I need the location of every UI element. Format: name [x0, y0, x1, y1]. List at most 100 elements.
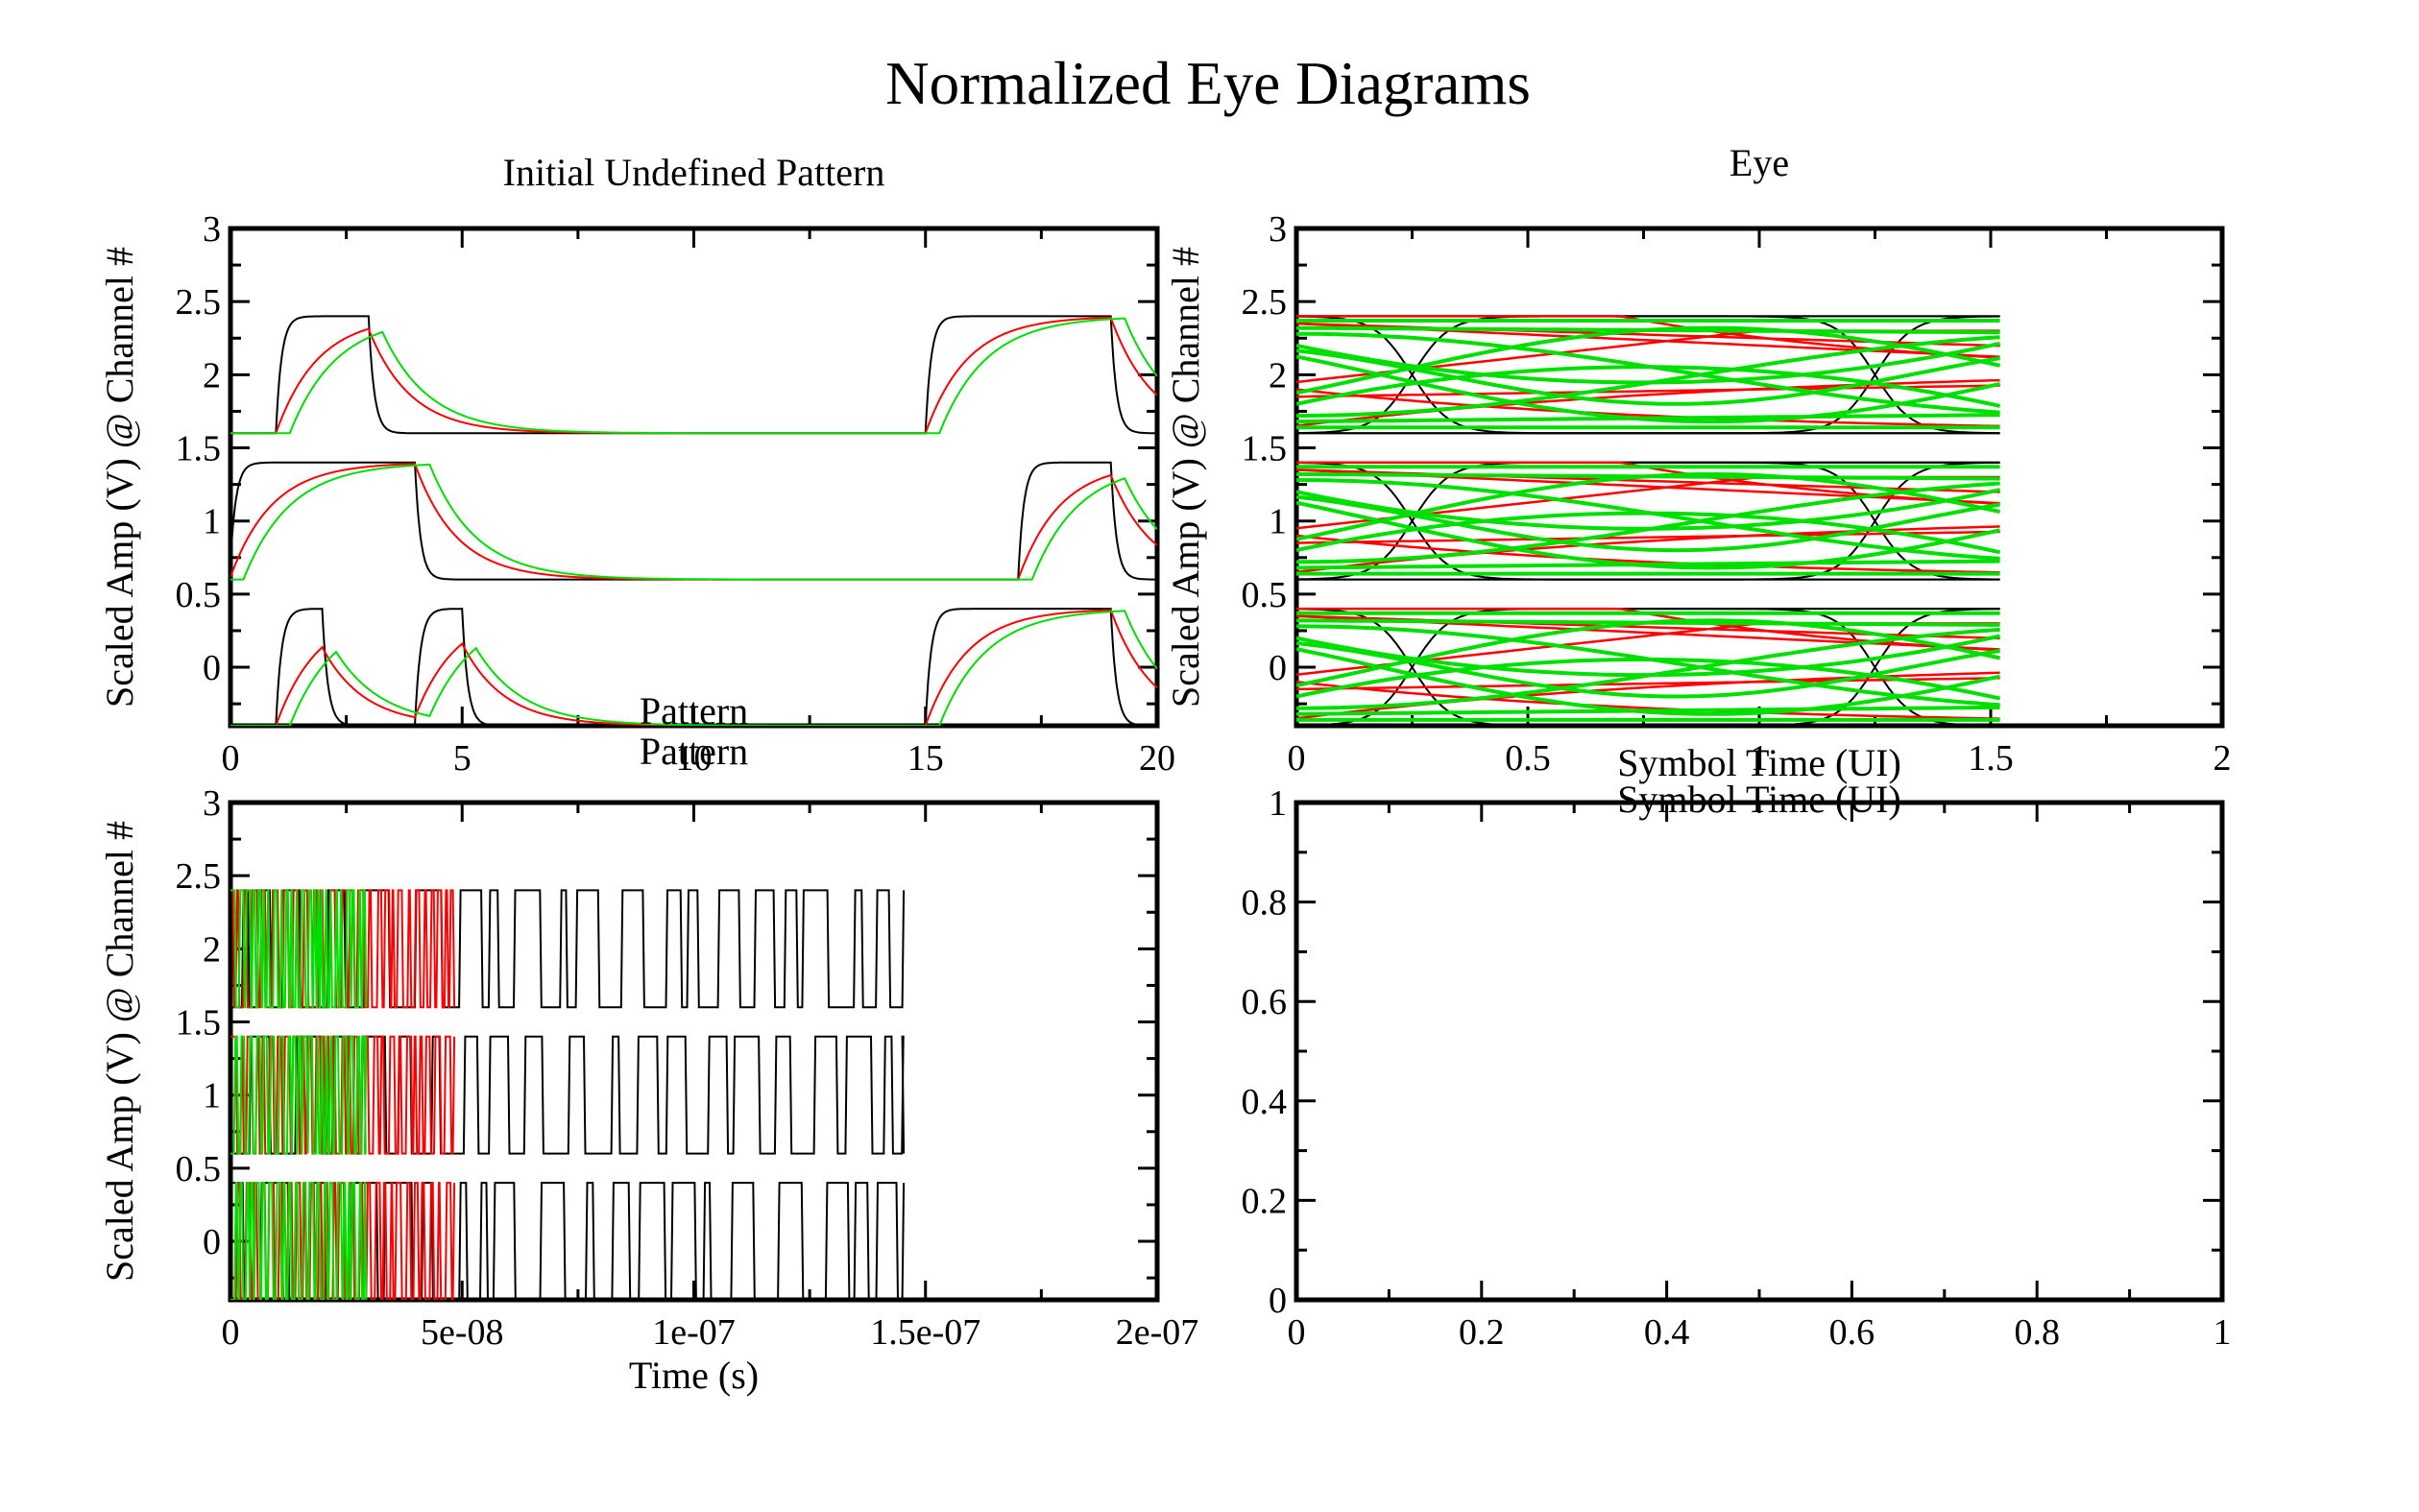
eye-band0-red-2 [1296, 677, 2000, 691]
initial-y-tick-label: 3 [203, 209, 221, 250]
eye-plot [1296, 315, 2001, 726]
initial-y-tick-label: 1 [203, 502, 221, 542]
pattern-y-tick-label: 2.5 [176, 856, 222, 897]
empty-y-tick-label: 0 [1269, 1281, 1287, 1321]
panel-pattern: 0 5e-08 1e-07 1.5e-07 2e-07 0 0.5 1 1.5 2 2.5 3 Patt… [98, 689, 1198, 1397]
empty-x-tick-label: 0.8 [2014, 1312, 2060, 1353]
empty-y-tick-label: 0.6 [1242, 982, 1288, 1022]
initial-title: Initial Undefined Pattern [503, 151, 885, 194]
eye-y-label: Scaled Amp (V) @ Channel # [1164, 247, 1207, 708]
pattern-x-tick-label: 1.5e-07 [870, 1312, 980, 1353]
initial-ch2-trace-0 [230, 315, 1157, 435]
eye-band1-red-2 [1296, 530, 2000, 544]
pattern-y-tick-label: 2 [203, 929, 221, 970]
initial-x-tick-label: 15 [907, 738, 944, 779]
empty-y-tick-label: 0.4 [1242, 1082, 1288, 1122]
initial-y-tick-label: 2.5 [176, 282, 222, 323]
empty-title: Symbol Time (UI) [1617, 741, 1901, 784]
figure-title: Normalized Eye Diagrams [885, 50, 1531, 117]
pattern-x-tick-label: 0 [222, 1312, 240, 1353]
initial-plot [230, 315, 1157, 726]
panel-eye: 0 0.5 1 1.5 2 0 0.5 1 1.5 2 2.5 3 Eye Symbol Time (UI… [1164, 141, 2232, 821]
pattern-plot [230, 889, 906, 1300]
pattern-band2-black [230, 889, 906, 1009]
empty-ticks [1294, 801, 2224, 1302]
pattern-x-label: Time (s) [629, 1354, 759, 1397]
pattern-band1-green [230, 1035, 368, 1155]
eye-band2-green-9 [1296, 341, 2001, 385]
eye-band0-green-10 [1296, 640, 2000, 699]
pattern-y-tick-label: 0 [203, 1222, 221, 1262]
initial-ch0-trace-2 [230, 610, 1157, 726]
initial-y-tick-label: 1.5 [176, 429, 222, 469]
initial-y-tick-label: 0.5 [176, 575, 222, 615]
eye-x-tick-label: 0.5 [1505, 738, 1551, 779]
pattern-x-tick-label: 5e-08 [421, 1312, 504, 1353]
pattern-band1-red [230, 1035, 456, 1155]
initial-x-tick-label: 5 [453, 738, 472, 779]
pattern-frame [228, 800, 1160, 1303]
pattern-title: Pattern [640, 689, 748, 732]
eye-x-tick-label: 0 [1288, 738, 1306, 779]
eye-x-label: Symbol Time (UI) [1617, 778, 1901, 821]
empty-y-tick-label: 0.8 [1242, 883, 1288, 924]
eye-band0-green-8 [1296, 658, 2001, 701]
eye-band2-red-2 [1296, 384, 2000, 398]
initial-y-tick-label: 0 [203, 648, 221, 688]
eye-y-tick-label: 2 [1269, 355, 1287, 396]
initial-x-tick-label: 10 [676, 738, 713, 779]
empty-y-tick-label: 1 [1269, 783, 1287, 824]
empty-x-tick-label: 0.2 [1459, 1312, 1505, 1353]
pattern-x-tick-label: 2e-07 [1116, 1312, 1199, 1353]
pattern-band0-green [230, 1182, 368, 1300]
eye-band2-green-8 [1296, 365, 2001, 408]
eye-band0-green-9 [1296, 634, 2001, 678]
initial-ch1-trace-2 [230, 464, 1157, 581]
panel-initial: 0 5 10 15 20 0 0.5 1 1.5 2 2.5 3 Initial Undefined P… [98, 151, 1175, 779]
initial-ch0-trace-0 [230, 607, 1157, 726]
empty-frame [1294, 800, 2225, 1303]
initial-x-tick-label: 0 [222, 738, 240, 779]
eye-y-tick-label: 3 [1269, 209, 1287, 250]
pattern-y-tick-label: 3 [203, 783, 221, 824]
eye-y-tick-label: 0.5 [1242, 575, 1288, 615]
initial-ch1-trace-0 [230, 461, 1157, 581]
eye-x-tick-label: 1.5 [1968, 738, 2014, 779]
eye-band0-black-1 [1296, 608, 2000, 726]
initial-ticks [229, 227, 1159, 726]
initial-ch2-trace-2 [230, 317, 1157, 435]
pattern-y-label: Scaled Amp (V) @ Channel # [98, 821, 141, 1282]
pattern-x-tick-label: 1e-07 [652, 1312, 736, 1353]
eye-band0-red-5 [1296, 681, 2000, 720]
empty-x-tick-label: 1 [2213, 1312, 2232, 1353]
initial-x-tick-label: 20 [1139, 738, 1175, 779]
eye-y-tick-label: 1 [1269, 502, 1287, 542]
eye-band1-green-8 [1296, 511, 2001, 555]
pattern-y-tick-label: 1.5 [176, 1003, 222, 1044]
eye-y-tick-label: 0 [1269, 648, 1287, 688]
initial-y-label: Scaled Amp (V) @ Channel # [98, 247, 141, 708]
eye-x-tick-label: 1 [1751, 738, 1769, 779]
empty-y-tick-label: 0.2 [1242, 1181, 1288, 1221]
initial-frame [228, 226, 1160, 729]
initial-x-label: Pattern [640, 730, 748, 773]
eye-band0-black-2 [1296, 608, 2000, 726]
initial-y-tick-label: 2 [203, 355, 221, 396]
empty-x-tick-label: 0.4 [1644, 1312, 1690, 1353]
pattern-band2-green [230, 889, 368, 1009]
eye-y-tick-label: 2.5 [1242, 282, 1288, 323]
eye-band2-red-5 [1296, 388, 2000, 428]
empty-x-tick-label: 0.6 [1829, 1312, 1875, 1353]
pattern-y-tick-label: 0.5 [176, 1149, 222, 1189]
eye-band2-green-10 [1296, 348, 2000, 406]
pattern-band0-black [230, 1182, 906, 1300]
eye-band1-green-10 [1296, 494, 2000, 553]
empty-x-tick-label: 0 [1288, 1312, 1306, 1353]
eye-y-tick-label: 1.5 [1242, 429, 1288, 469]
pattern-y-tick-label: 1 [203, 1076, 221, 1116]
eye-title: Eye [1730, 141, 1789, 184]
eye-band1-red-5 [1296, 534, 2000, 574]
